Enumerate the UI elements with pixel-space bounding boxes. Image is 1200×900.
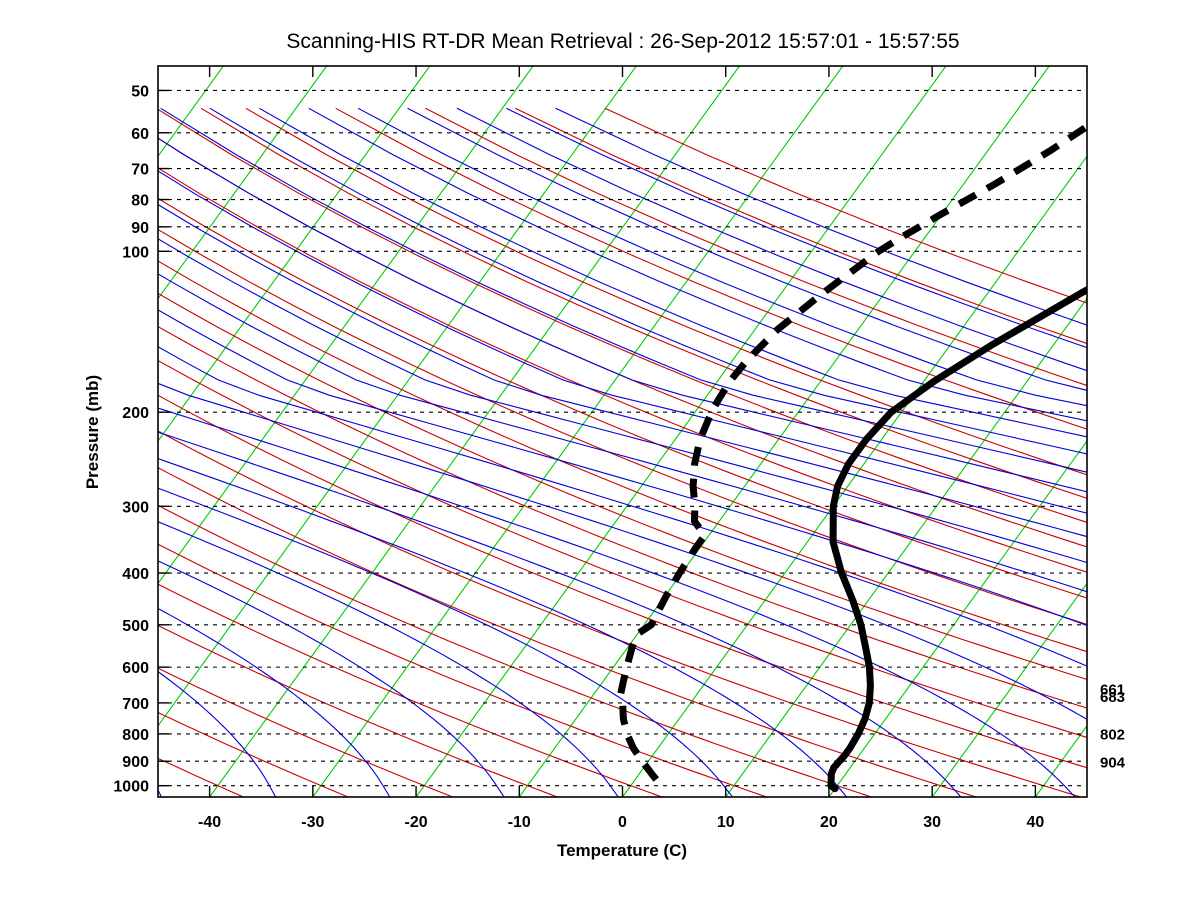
y-tick-label-50: 50: [131, 83, 149, 100]
isotherm-lines: [158, 66, 1087, 797]
y-tick-label-500: 500: [122, 618, 149, 635]
y-axis-ticks: 50 60 70 80 90 100 200 300 400 500 600 700 800 900 100…: [113, 83, 169, 796]
x-tick-label--20: -20: [404, 814, 427, 831]
x-tick-label-10: 10: [717, 814, 735, 831]
y-axis-label: Pressure (mb): [83, 375, 102, 489]
y-tick-label-200: 200: [122, 405, 149, 422]
y-tick-label-300: 300: [122, 499, 149, 516]
y-tick-label-700: 700: [122, 696, 149, 713]
y-tick-label-1000: 1000: [113, 779, 149, 796]
y-tick-label-100: 100: [122, 244, 149, 261]
dewpoint-profile-line: [616, 122, 1087, 786]
x-tick-label-20: 20: [820, 814, 838, 831]
sounding-profiles: [616, 122, 1087, 793]
right-pressure-label-802: 802: [1100, 726, 1125, 743]
y-tick-label-900: 900: [122, 754, 149, 771]
temperature-profile-line: [827, 285, 1087, 793]
x-tick-label--40: -40: [198, 814, 221, 831]
x-tick-label-30: 30: [923, 814, 941, 831]
x-tick-label--10: -10: [508, 814, 531, 831]
y-tick-label-800: 800: [122, 727, 149, 744]
right-pressure-label-661: 661: [1100, 682, 1125, 699]
x-axis-label: Temperature (C): [557, 841, 687, 860]
y-tick-label-600: 600: [122, 660, 149, 677]
y-tick-label-70: 70: [131, 162, 149, 179]
y-tick-label-80: 80: [131, 193, 149, 210]
right-pressure-label-904: 904: [1100, 754, 1126, 771]
x-tick-label-0: 0: [618, 814, 627, 831]
pressure-gridlines: [159, 89, 1086, 787]
y-tick-label-400: 400: [122, 566, 149, 583]
dry-adiabat-lines: [158, 107, 1087, 797]
x-tick-label--30: -30: [301, 814, 324, 831]
x-tick-label-40: 40: [1026, 814, 1044, 831]
right-pressure-label-683: 683: [1100, 689, 1125, 706]
chart-title: Scanning-HIS RT-DR Mean Retrieval : 26-S…: [286, 30, 959, 53]
y-tick-label-90: 90: [131, 220, 149, 237]
y-tick-label-60: 60: [131, 126, 149, 143]
x-axis-ticks: -40 -30 -20 -10 0 10 20 30 40: [198, 66, 1044, 831]
